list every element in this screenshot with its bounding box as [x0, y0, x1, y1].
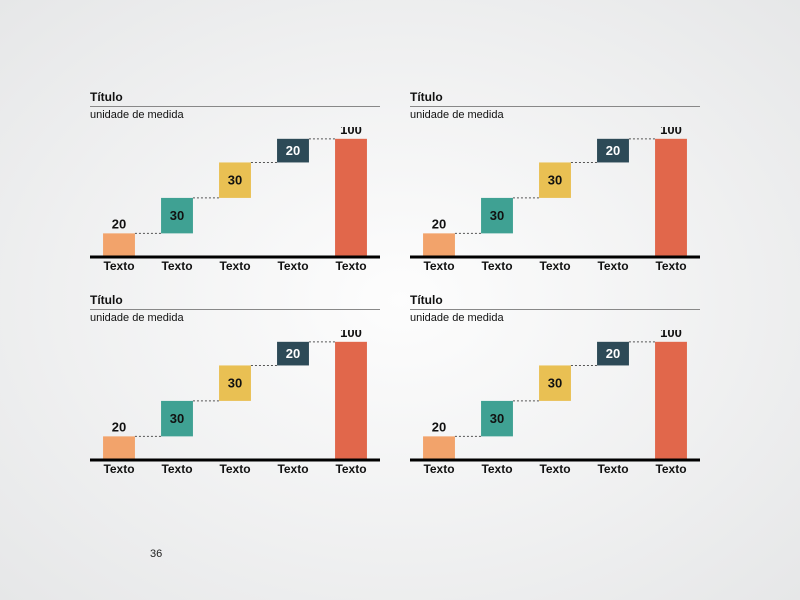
svg-text:20: 20: [112, 419, 126, 434]
category-label: Texto: [148, 462, 206, 476]
waterfall-panel: Títulounidade de medida20303020100TextoT…: [410, 90, 700, 273]
chart-title: Título: [90, 90, 380, 104]
svg-text:20: 20: [432, 216, 446, 231]
category-axis: TextoTextoTextoTextoTexto: [90, 259, 380, 273]
svg-text:20: 20: [286, 143, 300, 158]
waterfall-panel: Títulounidade de medida20303020100TextoT…: [410, 293, 700, 476]
svg-text:100: 100: [340, 330, 362, 340]
title-rule: [90, 106, 380, 107]
chart-title: Título: [90, 293, 380, 307]
category-axis: TextoTextoTextoTextoTexto: [410, 259, 700, 273]
waterfall-panel: Títulounidade de medida20303020100TextoT…: [90, 293, 380, 476]
svg-text:100: 100: [660, 330, 682, 340]
chart-unit: unidade de medida: [410, 312, 700, 324]
svg-text:20: 20: [606, 346, 620, 361]
chart-unit: unidade de medida: [90, 312, 380, 324]
svg-text:30: 30: [170, 411, 184, 426]
svg-text:30: 30: [548, 173, 562, 188]
waterfall-chart: 20 30 30 20 100: [410, 127, 700, 257]
svg-text:20: 20: [286, 346, 300, 361]
svg-text:20: 20: [432, 419, 446, 434]
category-label: Texto: [148, 259, 206, 273]
category-label: Texto: [322, 462, 380, 476]
svg-text:30: 30: [548, 376, 562, 391]
svg-text:100: 100: [340, 127, 362, 137]
chart-title: Título: [410, 90, 700, 104]
svg-text:20: 20: [606, 143, 620, 158]
svg-text:100: 100: [660, 127, 682, 137]
category-axis: TextoTextoTextoTextoTexto: [90, 462, 380, 476]
category-label: Texto: [264, 462, 322, 476]
category-label: Texto: [90, 259, 148, 273]
svg-text:30: 30: [228, 173, 242, 188]
svg-text:30: 30: [490, 208, 504, 223]
waterfall-panel: Títulounidade de medida20303020100TextoT…: [90, 90, 380, 273]
waterfall-chart: 20 30 30 20 100: [90, 127, 380, 257]
category-label: Texto: [264, 259, 322, 273]
waterfall-chart: 20 30 30 20 100: [410, 330, 700, 460]
category-label: Texto: [526, 259, 584, 273]
slide: Títulounidade de medida20303020100TextoT…: [0, 0, 800, 600]
category-label: Texto: [468, 462, 526, 476]
title-rule: [410, 106, 700, 107]
title-rule: [90, 309, 380, 310]
category-label: Texto: [206, 462, 264, 476]
category-label: Texto: [410, 259, 468, 273]
page-number: 36: [150, 548, 162, 560]
svg-text:30: 30: [490, 411, 504, 426]
chart-unit: unidade de medida: [410, 109, 700, 121]
category-label: Texto: [642, 259, 700, 273]
category-label: Texto: [584, 462, 642, 476]
category-label: Texto: [468, 259, 526, 273]
category-label: Texto: [642, 462, 700, 476]
svg-text:30: 30: [228, 376, 242, 391]
chart-title: Título: [410, 293, 700, 307]
svg-text:20: 20: [112, 216, 126, 231]
svg-text:30: 30: [170, 208, 184, 223]
category-label: Texto: [90, 462, 148, 476]
category-label: Texto: [410, 462, 468, 476]
chart-unit: unidade de medida: [90, 109, 380, 121]
waterfall-chart: 20 30 30 20 100: [90, 330, 380, 460]
chart-grid: Títulounidade de medida20303020100TextoT…: [90, 90, 710, 476]
category-label: Texto: [206, 259, 264, 273]
category-label: Texto: [322, 259, 380, 273]
title-rule: [410, 309, 700, 310]
category-label: Texto: [584, 259, 642, 273]
category-axis: TextoTextoTextoTextoTexto: [410, 462, 700, 476]
category-label: Texto: [526, 462, 584, 476]
